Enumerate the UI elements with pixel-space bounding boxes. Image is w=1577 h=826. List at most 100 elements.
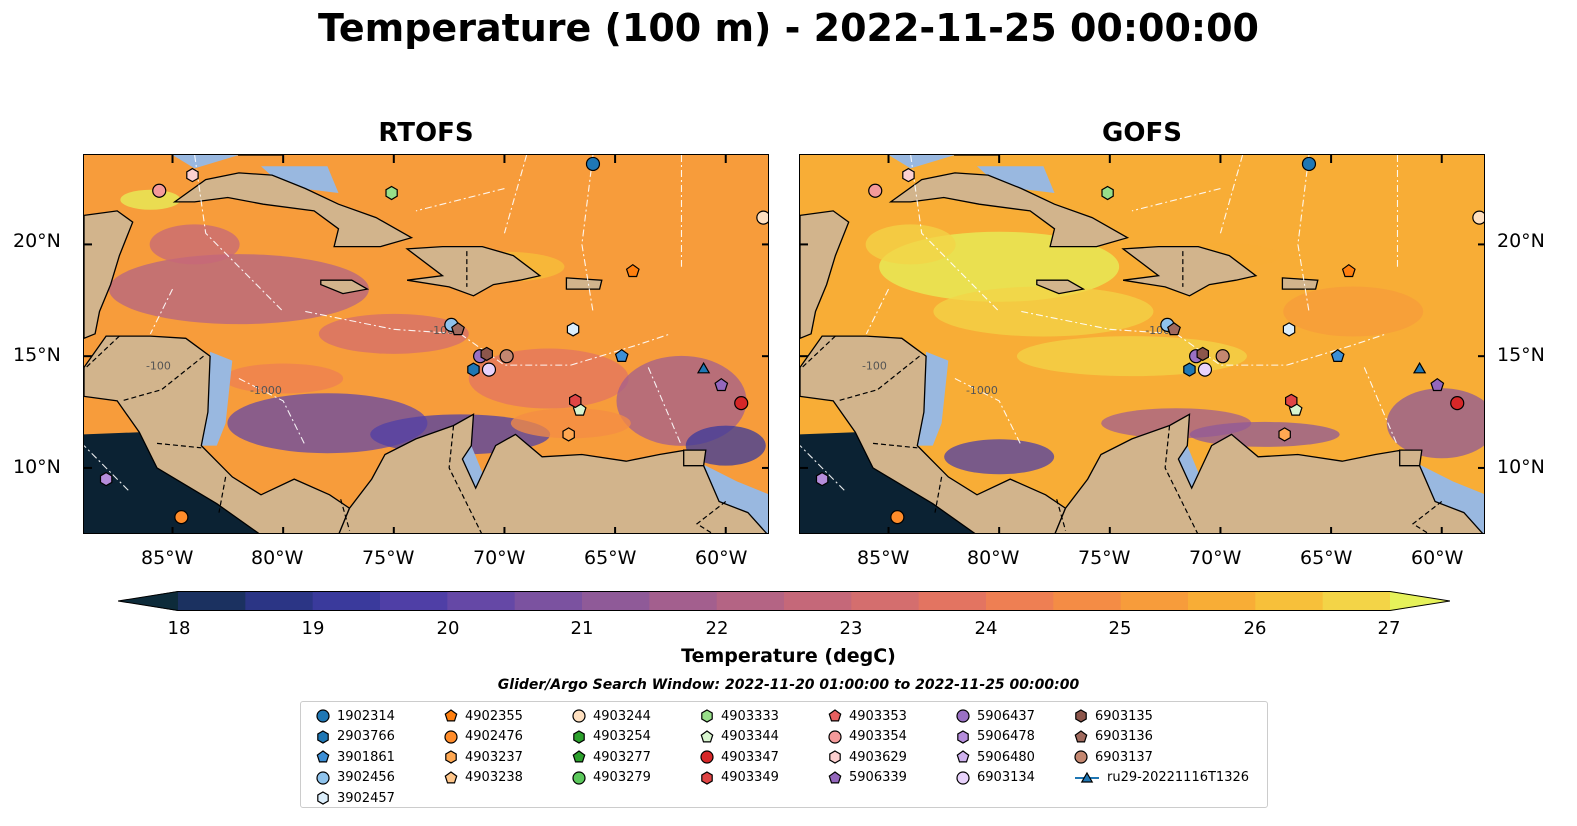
continental-shelf [172,155,239,169]
eez-boundary [581,155,594,312]
legend-column: 6903135 6903136 6903137 ru29-20221116T1326 [1073,706,1249,788]
marker-5906339 [1430,377,1445,392]
temperature-field [1189,421,1340,447]
marker-ru29-20221116T1326 [1412,361,1427,374]
colorbar-segment [380,591,448,611]
legend-item: 6903135 [1073,706,1249,727]
legend-marker-icon [316,750,330,763]
legend-label: 3902456 [337,770,395,786]
lon-tick-label: 85°W [857,547,910,569]
legend-item: 4903347 [699,747,779,768]
legend-item: 4902355 [443,706,523,727]
legend-item: 4903344 [699,727,779,748]
legend-marker-hexagon [701,709,713,723]
legend-marker-icon [316,771,330,785]
country-border [121,355,204,402]
lat-tick-label: 10°N [13,456,61,478]
legend-label: 4903344 [721,729,779,745]
marker-5906478 [815,471,829,487]
legend-label: 4903354 [849,729,907,745]
land-south-america [338,413,768,533]
marker-4903237 [562,427,575,442]
land-central-america [84,335,351,533]
legend-marker-pentagon [828,771,842,784]
temperature-field [149,224,240,265]
lon-tick-label: 65°W [1300,547,1353,569]
legend-item: 4903353 [827,706,907,727]
legend-marker-icon [445,750,457,764]
colorbar-segment [1188,591,1256,611]
colorbar-segment [649,591,718,611]
legend-item: 6903137 [1073,747,1249,768]
eez-boundary [1363,367,1398,446]
legend-label: 6903134 [977,770,1035,786]
legend-marker-pentagon [828,709,842,722]
legend-item: 5906339 [827,768,907,789]
land-central-america [800,335,1067,533]
legend-marker-icon [701,771,713,785]
marker-4903333 [1101,185,1114,201]
colorbar-segment [447,591,516,611]
legend-label: 4902476 [465,729,523,745]
legend-label: 5906480 [977,749,1035,765]
marker-6903136 [1167,322,1181,336]
colorbar-tick: 19 [301,618,325,639]
legend-marker-circle [700,750,714,764]
colorbar-segment [716,591,785,611]
legend-column: 1902314 2903766 3901861 3902456 3902457 [315,706,395,809]
isobath-label: -100 [146,360,171,373]
legend-marker-icon [444,771,458,784]
eez-boundary [1131,187,1221,212]
colorbar-tick: 21 [570,618,594,639]
legend-marker-icon [573,730,585,744]
continental-shelf [201,351,233,446]
marker-6903134 [1197,362,1213,377]
eez-boundary [305,310,461,335]
eez-boundary [503,155,528,234]
marker-6903137 [1215,349,1230,364]
colorbar-extend-low [118,591,178,611]
legend-column: 4902355 4902476 4903237 4903238 [443,706,523,788]
land-south-america [1054,413,1484,533]
legend-marker-icon [829,750,841,764]
colorbar-tick: 26 [1243,618,1267,639]
legend-label: 4903629 [849,749,907,765]
legend-marker-pentagon [444,771,458,784]
marker-4903629 [186,167,199,183]
temperature-field [468,348,629,409]
legend-marker-pentagon [444,709,458,722]
marker-6903136 [451,322,465,336]
land-trinidad [683,449,707,467]
legend-marker-icon [700,730,714,743]
lon-tick-label: 75°W [1078,547,1131,569]
marker-3902457 [1282,322,1296,337]
legend-item: ru29-20221116T1326 [1073,768,1249,789]
lat-tick-label: 20°N [1497,230,1545,252]
legend-marker-pentagon [700,730,714,743]
map-panel-gofs: -1000 -100 -100 [799,154,1485,534]
legend-item: 3902456 [315,768,395,789]
legend-item: 4903279 [571,768,651,789]
legend-item: 4902476 [443,727,523,748]
legend-item: 4903629 [827,747,907,768]
legend-marker-circle [956,771,970,785]
lon-tick-label: 70°W [1189,547,1242,569]
land-hispaniola [405,245,542,297]
eez-boundary [954,378,1022,446]
colorbar-tick: 27 [1377,618,1401,639]
marker-3901861 [1330,348,1345,362]
search-window-text: Glider/Argo Search Window: 2022-11-20 01… [497,677,1080,693]
legend-label: 6903135 [1095,708,1153,724]
legend-item: 5906437 [955,706,1035,727]
legend-label: 6903137 [1095,749,1153,765]
marker-4903349 [1285,393,1298,409]
legend-marker-icon [1075,709,1087,723]
legend-label: 4903279 [593,770,651,786]
colorbar-segment [986,591,1054,611]
eez-boundary [1297,155,1310,312]
marker-4903244 [756,210,768,225]
legend-column: 4903353 4903354 4903629 5906339 [827,706,907,788]
colorbar-segment [1322,591,1391,611]
eez-boundary [1286,333,1387,366]
legend-label: 4903244 [593,708,651,724]
